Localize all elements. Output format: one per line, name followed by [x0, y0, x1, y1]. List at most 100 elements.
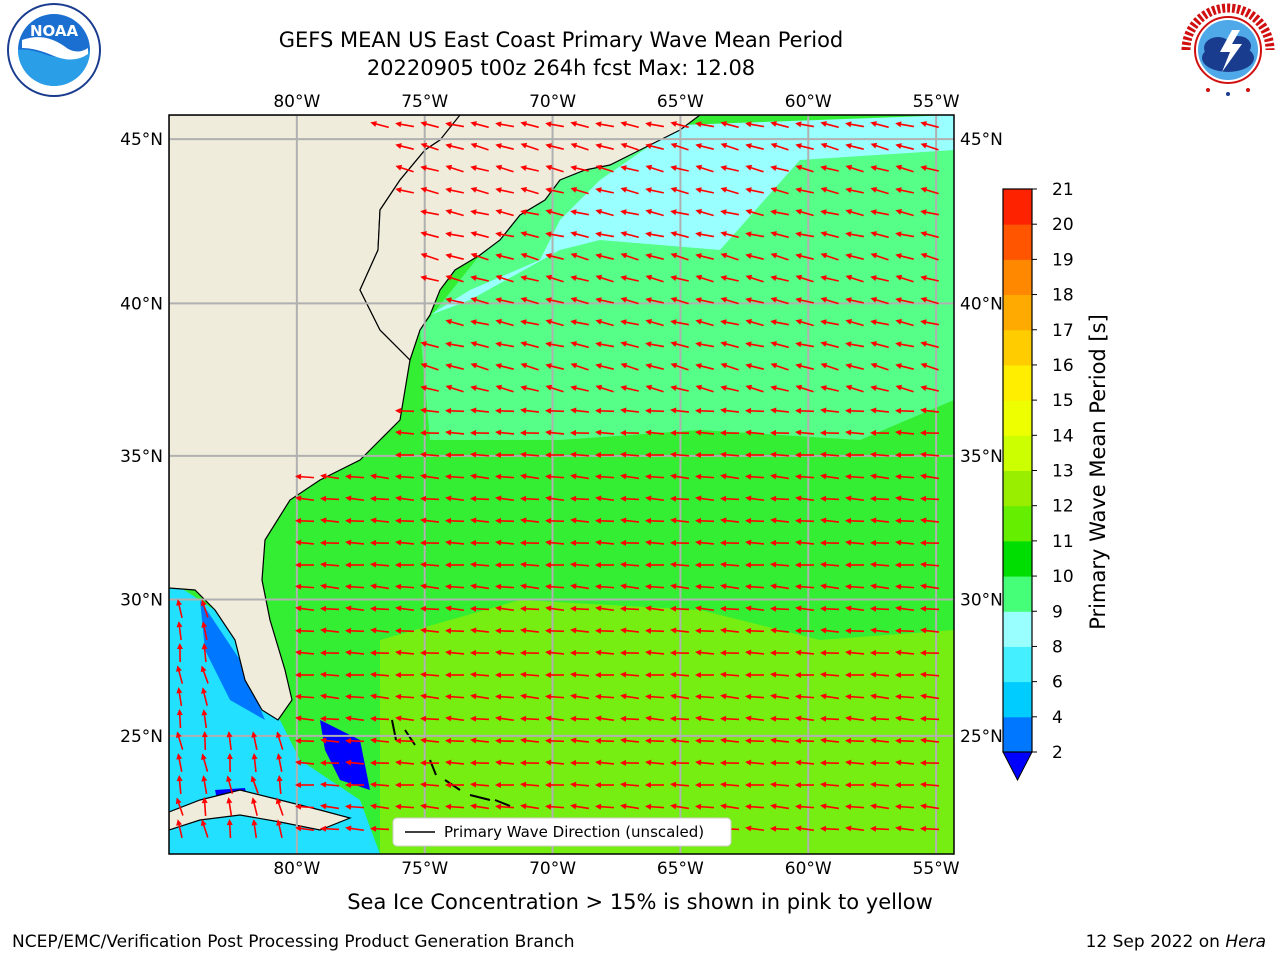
- wave-arrow: [820, 385, 839, 392]
- wave-arrow: [595, 803, 615, 810]
- wave-arrow: [420, 275, 439, 282]
- wave-arrow: [545, 231, 565, 238]
- wave-arrow: [545, 319, 564, 327]
- wave-arrow: [470, 165, 489, 172]
- wave-arrow: [645, 583, 665, 590]
- wave-arrow: [870, 583, 890, 590]
- wave-arrow: [820, 539, 840, 546]
- wave-arrow: [370, 121, 389, 129]
- wave-arrow: [495, 737, 515, 744]
- wave-arrow: [395, 429, 415, 436]
- wave-arrow: [795, 274, 814, 283]
- wave-arrow: [870, 362, 889, 371]
- wave-arrow: [395, 517, 415, 524]
- wave-arrow: [275, 731, 284, 750]
- wave-arrow: [201, 753, 209, 772]
- wave-arrow: [745, 562, 764, 568]
- wave-arrow: [445, 605, 465, 612]
- wave-arrow: [295, 583, 315, 590]
- wave-arrow: [895, 164, 914, 173]
- wave-arrow: [845, 583, 865, 590]
- wave-arrow: [495, 803, 515, 810]
- wave-arrow: [470, 142, 489, 151]
- wave-arrow: [770, 429, 790, 436]
- wave-arrow: [870, 803, 890, 810]
- wave-arrow: [795, 715, 815, 722]
- wave-arrow: [176, 599, 183, 618]
- wave-arrow: [495, 693, 515, 700]
- wave-arrow: [870, 429, 890, 436]
- wave-arrow: [670, 561, 690, 568]
- wave-arrow: [345, 605, 365, 612]
- wave-arrow: [445, 473, 465, 480]
- wave-arrow: [445, 583, 465, 590]
- wave-arrow: [470, 209, 489, 216]
- wave-arrow: [620, 121, 639, 129]
- wave-arrow: [445, 363, 464, 370]
- wave-arrow: [720, 803, 740, 810]
- wave-arrow: [570, 517, 590, 524]
- wave-arrow: [895, 121, 915, 128]
- wave-arrow: [845, 164, 864, 173]
- wave-arrow: [745, 737, 765, 744]
- wave-arrow: [520, 385, 539, 392]
- wave-arrow: [545, 253, 564, 260]
- wave-arrow: [795, 429, 815, 436]
- wave-arrow: [345, 825, 365, 832]
- wave-arrow: [820, 561, 840, 568]
- wave-arrow: [745, 672, 764, 678]
- lon-label-top: 55°W: [913, 92, 960, 112]
- wave-arrow: [495, 363, 514, 370]
- wave-arrow: [670, 737, 690, 744]
- wave-arrow: [770, 362, 789, 371]
- wave-arrow: [670, 517, 690, 524]
- wave-arrow: [670, 539, 690, 546]
- lon-label-bottom: 65°W: [657, 859, 704, 879]
- wave-arrow: [201, 621, 208, 640]
- wave-arrow: [520, 495, 540, 502]
- colorbar-segment: [1003, 364, 1032, 401]
- wave-arrow: [395, 737, 415, 744]
- wave-arrow: [820, 495, 840, 502]
- wave-arrow: [545, 495, 565, 502]
- wave-arrow: [670, 473, 690, 480]
- wave-arrow: [870, 231, 889, 239]
- wave-arrow: [520, 803, 540, 810]
- wave-arrow: [670, 693, 690, 700]
- wave-arrow: [295, 627, 315, 634]
- wave-arrow: [370, 715, 390, 722]
- wave-arrow: [820, 186, 839, 195]
- wave-arrow: [595, 429, 615, 436]
- wave-arrow: [495, 759, 515, 766]
- wave-arrow: [895, 737, 915, 744]
- wave-arrow: [820, 715, 840, 722]
- wave-arrow: [795, 143, 814, 150]
- wave-arrow: [920, 165, 939, 172]
- wave-arrow: [520, 165, 539, 172]
- wave-arrow: [870, 275, 889, 282]
- wave-arrow: [895, 539, 915, 546]
- wave-arrow: [200, 819, 209, 838]
- wave-arrow: [470, 583, 490, 590]
- wave-arrow: [895, 363, 914, 370]
- wave-arrow: [920, 715, 940, 722]
- wave-arrow: [895, 187, 914, 194]
- wave-arrow: [176, 775, 183, 795]
- legend-label: Primary Wave Direction (unscaled): [444, 823, 704, 841]
- wave-arrow: [920, 539, 940, 546]
- wave-arrow: [545, 384, 564, 393]
- wave-arrow: [870, 209, 889, 216]
- wave-arrow: [545, 164, 564, 173]
- wave-arrow: [345, 562, 364, 568]
- wave-arrow: [420, 186, 439, 195]
- wave-arrow: [345, 539, 365, 546]
- lat-label-left: 30°N: [120, 590, 163, 610]
- wave-arrow: [176, 753, 183, 772]
- wave-arrow: [670, 671, 690, 678]
- wave-arrow: [645, 693, 665, 700]
- wave-arrow: [670, 781, 690, 788]
- wave-arrow: [795, 253, 814, 260]
- wave-arrow: [645, 363, 664, 370]
- wave-arrow: [820, 231, 839, 239]
- colorbar-segment: [1003, 576, 1032, 612]
